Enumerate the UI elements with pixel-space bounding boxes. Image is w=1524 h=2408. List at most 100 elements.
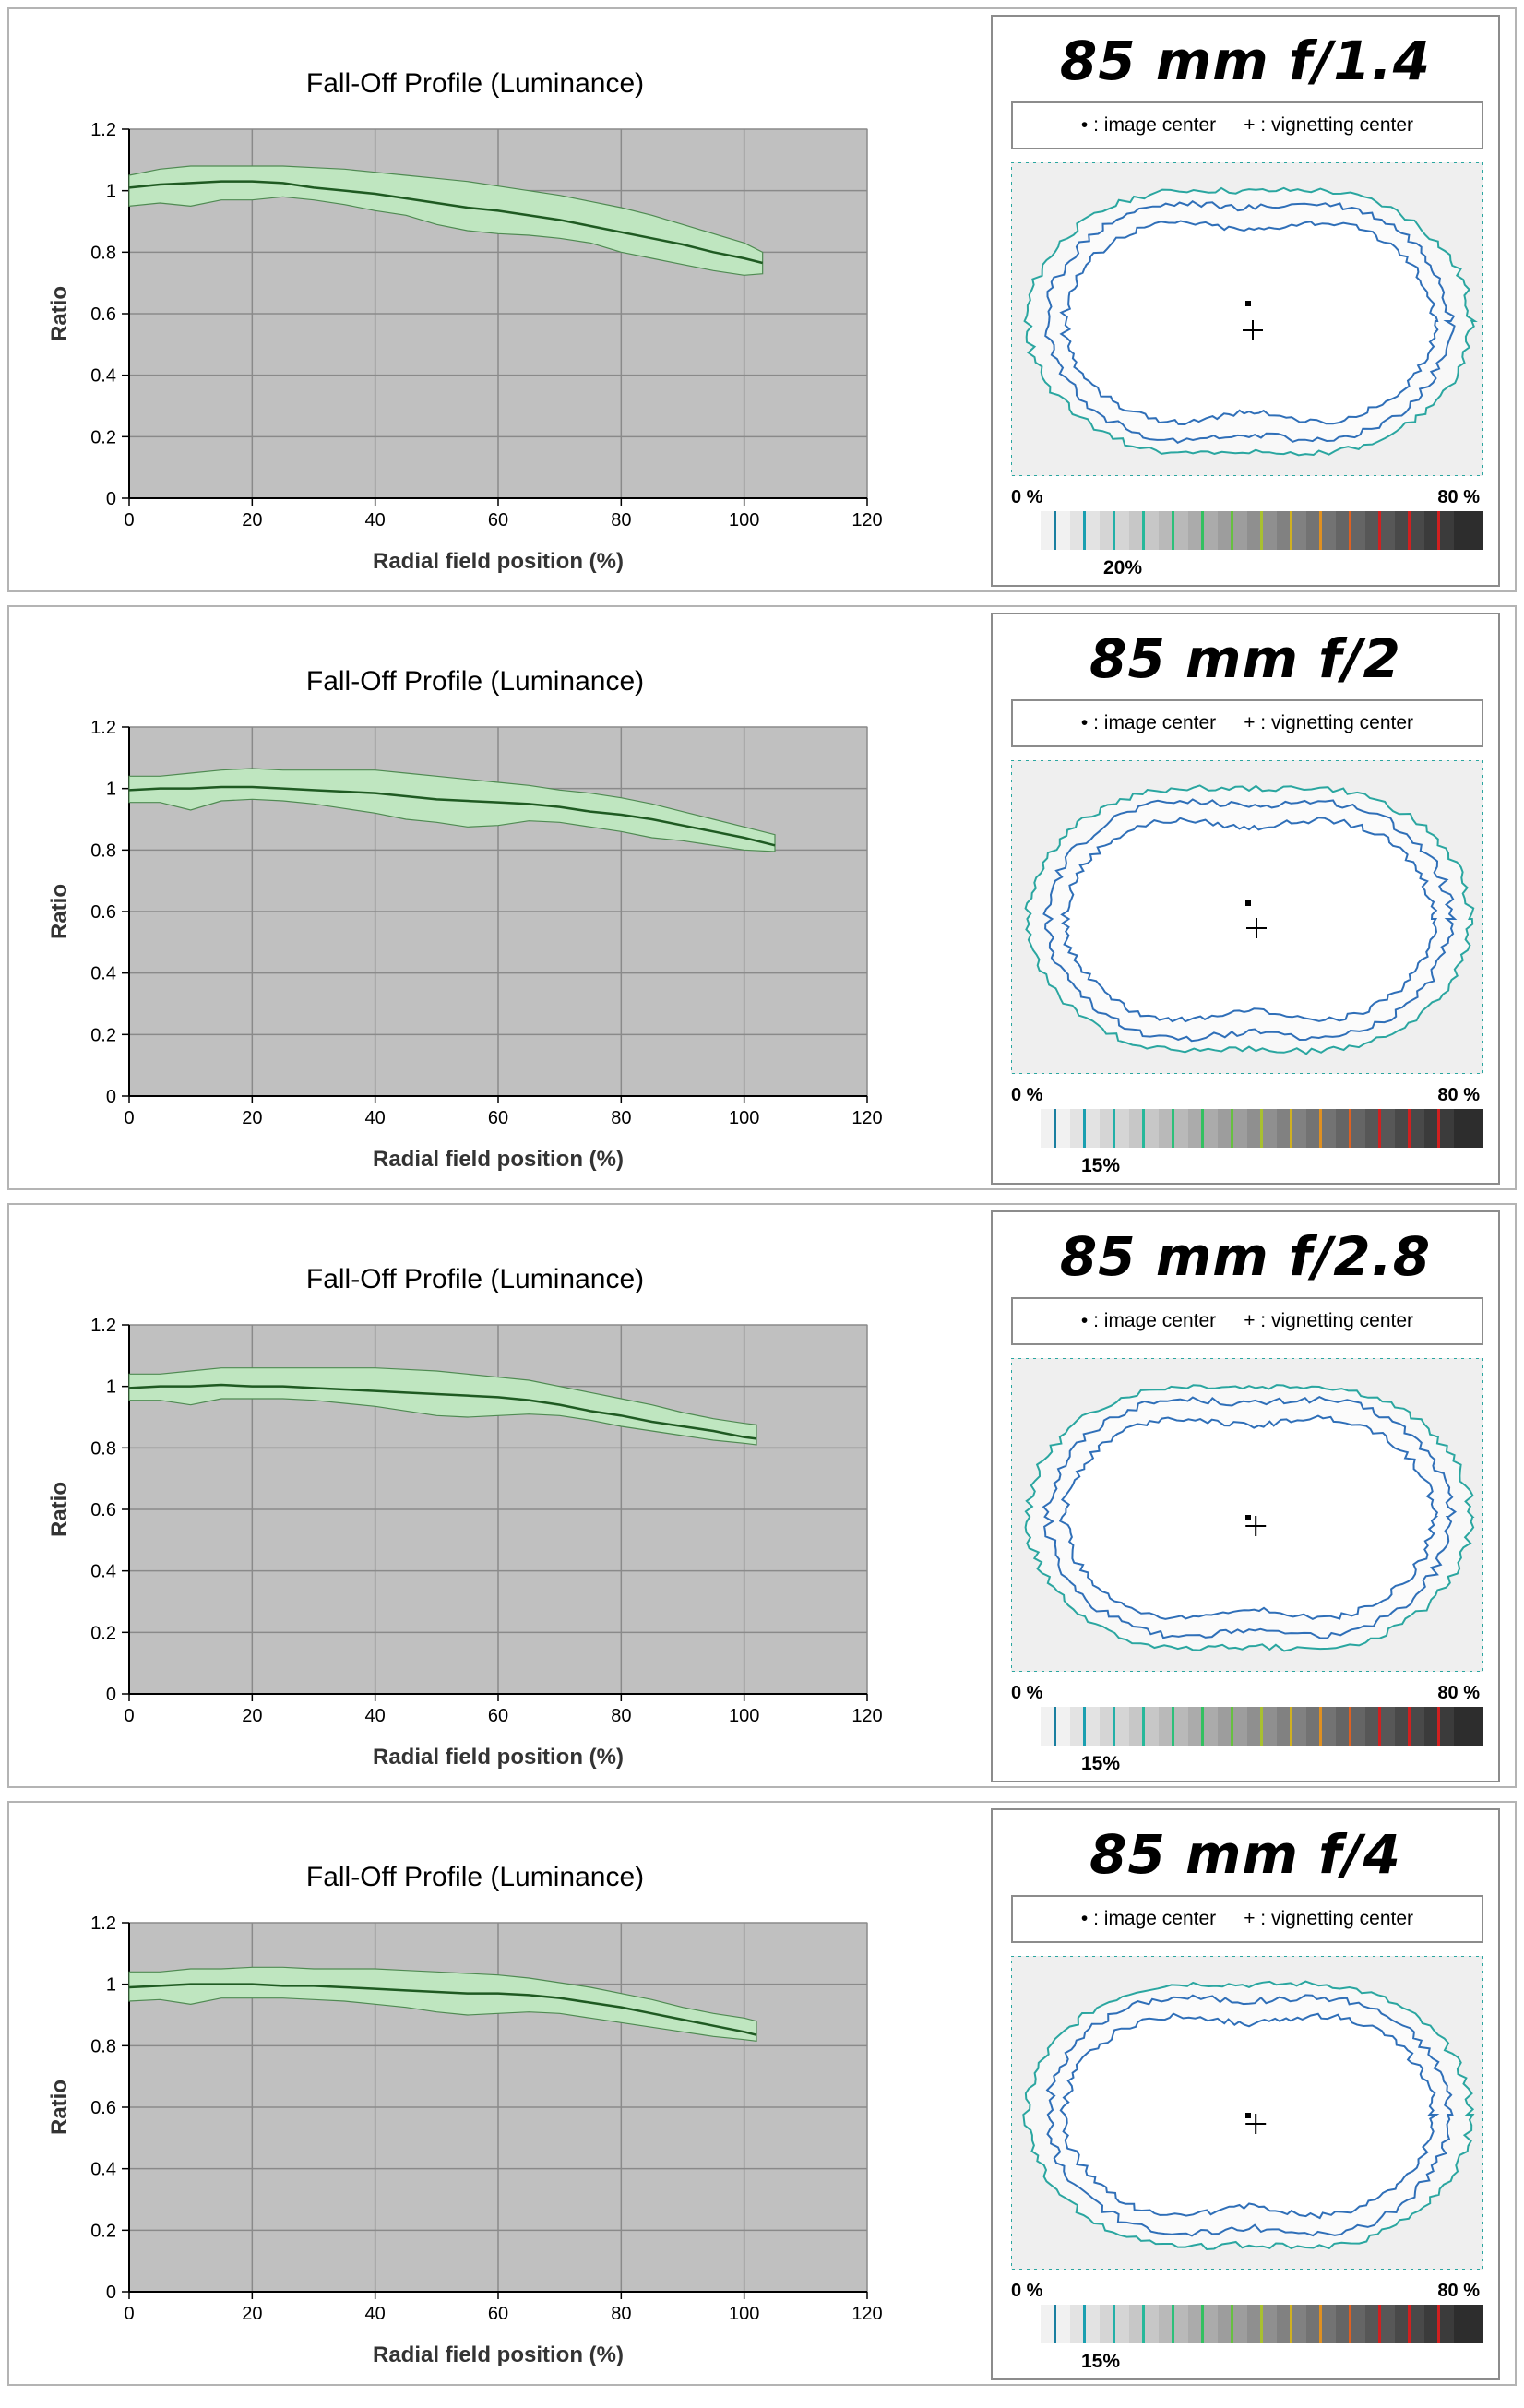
- scale-tick: [1319, 1707, 1323, 1746]
- x-axis-label: Radial field position (%): [373, 1745, 624, 1770]
- x-tick-label: 60: [488, 2304, 508, 2324]
- x-tick-label: 80: [611, 2304, 631, 2324]
- scale-segment: [1454, 1707, 1483, 1746]
- scale-segment: [1277, 2305, 1306, 2343]
- scale-segment: [1129, 511, 1159, 550]
- scale-tick: [1319, 511, 1323, 550]
- scale-tick: [1408, 1707, 1411, 1746]
- scale-tick: [1290, 1707, 1293, 1746]
- deviation-band: [128, 165, 764, 276]
- scale-max-label: 80 %: [1437, 1683, 1480, 1703]
- scale-segment: [1100, 2305, 1129, 2343]
- vignetting-map-panel: 85 mm f/4 • : image center + : vignettin…: [991, 1808, 1500, 2380]
- scale-segment: [1218, 2305, 1247, 2343]
- scale-min-label: 0 %: [1011, 2281, 1043, 2301]
- x-tick-label: 0: [124, 510, 134, 530]
- y-tick-label: 0.4: [90, 1562, 116, 1582]
- scale-segment: [1041, 1109, 1070, 1148]
- y-tick-label: 0.6: [90, 2098, 116, 2118]
- scale-tick: [1437, 511, 1441, 550]
- threshold-label: 15%: [1081, 1753, 1121, 1774]
- profile-row-1: Fall-Off Profile (Luminance) 0 20 40 60 80 100…: [7, 7, 1517, 592]
- scale-tick: [1201, 1707, 1205, 1746]
- scale-segment: [1100, 1109, 1129, 1148]
- y-tick-label: 1.2: [90, 1316, 116, 1336]
- x-tick-label: 60: [488, 510, 508, 530]
- scale-segment: [1070, 1109, 1100, 1148]
- scale-segment: [1306, 511, 1336, 550]
- x-tick-label: 0: [124, 2304, 134, 2324]
- y-axis-label: Ratio: [47, 884, 72, 939]
- scale-segment: [1336, 2305, 1365, 2343]
- scale-segment: [1365, 511, 1395, 550]
- scale-tick: [1378, 2305, 1382, 2343]
- legend-vignetting-center: + : vignetting center: [1244, 1908, 1414, 1929]
- scale-segment: [1424, 1707, 1454, 1746]
- scale-segment: [1365, 2305, 1395, 2343]
- scale-segment: [1277, 511, 1306, 550]
- scale-segment: [1454, 1109, 1483, 1148]
- image-center-marker: [1245, 1515, 1251, 1520]
- scale-tick: [1113, 2305, 1116, 2343]
- scale-segment: [1218, 511, 1247, 550]
- x-tick-label: 20: [242, 510, 262, 530]
- threshold-label: 15%: [1081, 1155, 1121, 1176]
- x-tick-label: 40: [365, 1108, 386, 1128]
- mean-profile-line: [128, 785, 776, 847]
- scale-max-label: 80 %: [1437, 1085, 1480, 1105]
- luminance-scale-bar: [1011, 511, 1483, 550]
- scale-segment: [1365, 1707, 1395, 1746]
- scale-tick: [1113, 1707, 1116, 1746]
- y-tick-label: 1: [106, 1377, 116, 1398]
- scale-max-label: 80 %: [1437, 2281, 1480, 2301]
- y-tick-label: 0.2: [90, 1623, 116, 1643]
- x-tick-label: 80: [611, 510, 631, 530]
- scale-tick: [1319, 2305, 1323, 2343]
- scale-tick: [1201, 511, 1205, 550]
- scale-segment: [1041, 2305, 1070, 2343]
- chart-title: Fall-Off Profile (Luminance): [306, 1862, 644, 1892]
- y-tick-label: 1.2: [90, 120, 116, 140]
- scale-tick: [1408, 511, 1411, 550]
- x-tick-label: 40: [365, 510, 386, 530]
- scale-tick: [1172, 1109, 1175, 1148]
- scale-segment: [1188, 511, 1218, 550]
- y-tick-label: 0.8: [90, 2036, 116, 2056]
- chart-title: Fall-Off Profile (Luminance): [306, 1264, 644, 1294]
- scale-tick: [1349, 1707, 1352, 1746]
- x-tick-label: 20: [242, 1108, 262, 1128]
- scale-segment: [1188, 1109, 1218, 1148]
- scale-tick: [1231, 2305, 1234, 2343]
- scale-segment: [1070, 1707, 1100, 1746]
- x-tick-label: 100: [729, 1108, 759, 1128]
- luminance-scale-bar: [1011, 1707, 1483, 1746]
- scale-tick: [1142, 2305, 1146, 2343]
- profile-row-4: Fall-Off Profile (Luminance) 0 20 40 60 80 100…: [7, 1801, 1517, 2386]
- x-tick-label: 40: [365, 2304, 386, 2324]
- y-tick-label: 0.2: [90, 2221, 116, 2241]
- profile-row-3: Fall-Off Profile (Luminance) 0 20 40 60 80 100…: [7, 1203, 1517, 1788]
- scale-tick: [1349, 2305, 1352, 2343]
- scale-segment: [1336, 511, 1365, 550]
- threshold-label: 15%: [1081, 2351, 1121, 2372]
- x-tick-label: 0: [124, 1108, 134, 1128]
- vignetting-map-panel: 85 mm f/2 • : image center + : vignettin…: [991, 613, 1500, 1185]
- scale-segment: [1011, 511, 1041, 550]
- scale-tick: [1437, 2305, 1441, 2343]
- scale-segment: [1277, 1109, 1306, 1148]
- y-tick-label: 0.4: [90, 366, 116, 387]
- mean-profile-line: [128, 180, 763, 265]
- scale-tick: [1408, 1109, 1411, 1148]
- scale-segment: [1041, 1707, 1070, 1746]
- x-tick-label: 100: [729, 1706, 759, 1726]
- x-tick-label: 60: [488, 1706, 508, 1726]
- y-tick-label: 1.2: [90, 1913, 116, 1934]
- scale-tick: [1083, 511, 1087, 550]
- x-tick-label: 80: [611, 1706, 631, 1726]
- y-tick-label: 0.8: [90, 840, 116, 861]
- scale-segment: [1247, 511, 1277, 550]
- x-tick-label: 100: [729, 510, 759, 530]
- chart-title: Fall-Off Profile (Luminance): [306, 68, 644, 99]
- falloff-chart: Fall-Off Profile (Luminance)0 20 40 60 80 100…: [47, 1862, 883, 2367]
- map-legend: • : image center + : vignetting center: [1011, 699, 1483, 747]
